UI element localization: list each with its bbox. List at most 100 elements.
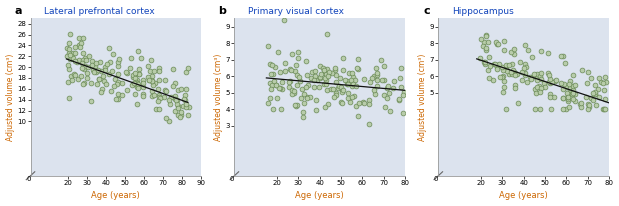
Point: [171, 98, 181, 101]
Point: [97, 87, 107, 91]
Point: [268, 107, 278, 110]
Point: [581, 96, 591, 99]
Point: [79, 82, 89, 85]
Point: [275, 70, 285, 73]
Point: [128, 73, 138, 76]
Point: [113, 80, 123, 83]
Point: [303, 83, 313, 87]
Point: [600, 108, 610, 111]
Point: [121, 71, 131, 74]
Point: [358, 100, 368, 103]
Point: [287, 92, 297, 96]
Point: [154, 78, 164, 82]
Point: [545, 78, 555, 81]
Point: [134, 72, 144, 76]
Point: [312, 78, 322, 81]
Point: [311, 108, 321, 112]
Point: [347, 72, 357, 75]
Point: [399, 91, 409, 94]
Point: [154, 100, 163, 103]
Point: [79, 82, 89, 86]
Point: [478, 41, 488, 44]
Point: [372, 84, 382, 88]
Text: 0: 0: [230, 176, 235, 182]
Point: [519, 62, 529, 65]
Point: [350, 84, 360, 88]
Point: [543, 80, 553, 83]
Point: [132, 85, 142, 89]
Text: b: b: [218, 6, 226, 16]
Point: [570, 99, 580, 102]
Point: [100, 65, 110, 68]
Point: [365, 103, 374, 106]
Point: [591, 93, 600, 96]
Point: [489, 63, 499, 66]
Point: [265, 97, 275, 100]
Point: [144, 76, 154, 79]
Point: [348, 83, 358, 86]
Point: [79, 51, 89, 55]
Point: [335, 100, 345, 103]
Point: [80, 57, 90, 60]
Point: [506, 72, 516, 75]
Point: [545, 96, 555, 99]
Point: [165, 103, 175, 106]
Point: [561, 85, 571, 89]
Point: [91, 70, 101, 74]
Point: [302, 96, 312, 99]
Point: [128, 83, 137, 87]
Point: [601, 80, 611, 84]
Point: [94, 77, 104, 81]
Point: [285, 67, 295, 71]
Point: [144, 78, 154, 82]
Point: [104, 72, 114, 75]
Point: [491, 40, 501, 43]
Point: [319, 76, 329, 79]
Point: [315, 76, 325, 79]
Point: [380, 106, 390, 109]
Point: [90, 64, 100, 67]
Point: [484, 56, 494, 59]
Point: [594, 96, 604, 99]
Point: [129, 81, 139, 85]
Point: [76, 41, 85, 44]
Point: [353, 68, 363, 71]
Point: [272, 96, 282, 99]
Point: [384, 92, 394, 95]
Point: [147, 95, 157, 98]
Point: [147, 79, 157, 82]
Text: Primary visual cortex: Primary visual cortex: [248, 7, 344, 16]
Point: [154, 95, 164, 98]
Point: [500, 39, 509, 43]
Point: [563, 99, 573, 102]
Point: [550, 80, 560, 83]
Point: [82, 77, 92, 80]
Point: [131, 80, 141, 84]
Point: [510, 71, 520, 75]
Point: [123, 88, 132, 92]
Point: [340, 78, 350, 81]
Point: [522, 80, 532, 83]
Point: [277, 80, 287, 84]
Point: [267, 83, 277, 87]
Point: [493, 66, 503, 69]
Point: [89, 71, 99, 74]
Point: [64, 51, 74, 55]
Point: [305, 95, 315, 99]
Point: [100, 68, 110, 72]
Point: [502, 69, 512, 73]
Point: [563, 96, 573, 99]
Point: [115, 57, 124, 60]
Point: [154, 88, 163, 91]
Point: [149, 70, 159, 73]
Point: [320, 71, 330, 74]
Point: [369, 75, 379, 78]
Point: [131, 93, 141, 96]
Point: [509, 48, 519, 51]
Point: [338, 69, 348, 72]
Point: [563, 97, 573, 101]
Point: [112, 83, 122, 86]
Point: [576, 105, 586, 109]
Point: [70, 45, 80, 48]
Point: [588, 91, 598, 94]
